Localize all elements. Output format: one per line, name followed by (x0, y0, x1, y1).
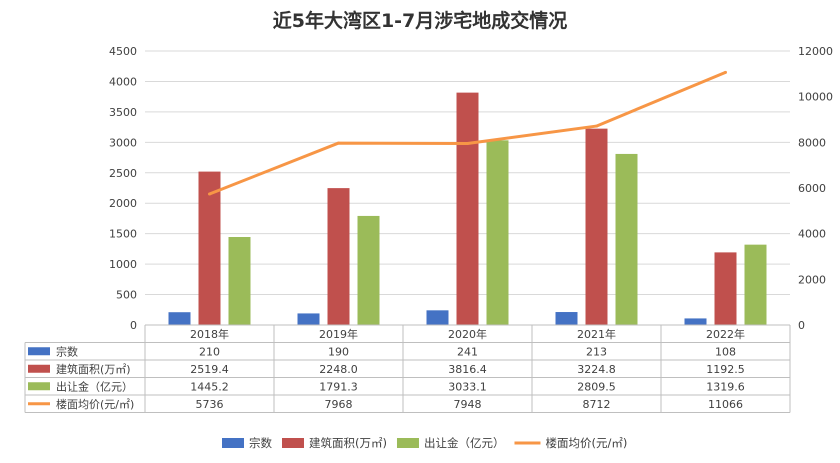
line-series (208, 70, 727, 196)
legend-swatch (282, 438, 304, 448)
axes: 0 500 1000 1500 2000 2500 3000 3500 4000 4500 0 200… (109, 45, 833, 332)
y-right-tick-label: 0 (798, 319, 805, 332)
table-legend-swatch (28, 347, 50, 356)
table-legend-swatch (28, 382, 50, 391)
legend-label: 楼面均价(元/㎡) (545, 436, 627, 450)
x-category-label: 2020年 (448, 327, 487, 341)
table-cell-value: 2519.4 (190, 363, 229, 376)
bar (555, 312, 578, 325)
y-left-tick-label: 4500 (109, 45, 137, 58)
x-category-label: 2022年 (706, 327, 745, 341)
x-category-label: 2021年 (577, 327, 616, 341)
legend-swatch (396, 438, 419, 448)
bar (585, 128, 608, 325)
bar (615, 153, 638, 325)
y-left-tick-label: 0 (130, 319, 137, 332)
table-cell-value: 7948 (454, 398, 482, 411)
y-left-tick-label: 4000 (109, 75, 137, 88)
table-cell-value: 7968 (325, 398, 353, 411)
table-cell-value: 108 (715, 345, 736, 358)
table-cell-value: 5736 (196, 398, 224, 411)
legend-label: 出让金（亿元） (424, 436, 505, 450)
table-row-label: 建筑面积(万㎡) (56, 362, 131, 376)
bar (426, 310, 449, 325)
table-cell-value: 3224.8 (577, 363, 616, 376)
bar (327, 188, 350, 325)
table-row-label: 楼面均价(元/㎡) (56, 397, 134, 411)
bar (456, 92, 479, 325)
table-cell-value: 8712 (583, 398, 611, 411)
bar (228, 237, 251, 325)
table-cell-value: 1791.3 (319, 380, 358, 393)
table-cell-value: 241 (457, 345, 478, 358)
y-left-tick-label: 3500 (109, 106, 137, 119)
table-cell-value: 1445.2 (190, 380, 229, 393)
bar (744, 244, 767, 325)
y-right-tick-label: 6000 (798, 182, 826, 195)
y-left-tick-label: 500 (116, 289, 137, 302)
bar (297, 313, 320, 325)
table-row-label: 宗数 (56, 344, 78, 358)
table-cell-value: 1192.5 (706, 363, 745, 376)
bar (684, 318, 707, 325)
table-cell-value: 3033.1 (448, 380, 487, 393)
y-left-tick-label: 1500 (109, 228, 137, 241)
y-left-tick-label: 2000 (109, 197, 137, 210)
y-right-tick-label: 2000 (798, 273, 826, 286)
x-category-label: 2018年 (190, 327, 229, 341)
y-right-tick-label: 8000 (798, 136, 826, 149)
table-cell-value: 210 (199, 345, 220, 358)
line-point (595, 124, 598, 128)
table-row-label: 出让金（亿元） (56, 379, 133, 393)
y-left-tick-label: 1000 (109, 258, 137, 271)
bar (357, 215, 380, 325)
table-cell-value: 11066 (708, 398, 743, 411)
y-left-tick-label: 2500 (109, 167, 137, 180)
table-legend-swatch (28, 364, 50, 373)
y-right-tick-label: 12000 (798, 45, 833, 58)
table-cell-value: 213 (586, 345, 607, 358)
line-point (208, 192, 211, 196)
chart-title: 近5年大湾区1-7月涉宅地成交情况 (273, 9, 568, 32)
legend-label: 宗数 (249, 436, 272, 450)
y-right-tick-label: 10000 (798, 91, 833, 104)
table-cell-value: 190 (328, 345, 349, 358)
bar (198, 171, 221, 325)
legend-label: 建筑面积(万㎡) (309, 436, 387, 450)
table-cell-value: 2248.0 (319, 363, 358, 376)
legend-swatch (222, 438, 244, 448)
bar (714, 252, 737, 325)
bar (168, 312, 191, 325)
line-point (466, 142, 469, 146)
table-cell-value: 3816.4 (448, 363, 487, 376)
line-point (724, 70, 727, 74)
y-left-tick-label: 3000 (109, 136, 137, 149)
x-category-label: 2019年 (319, 327, 358, 341)
table-cell-value: 1319.6 (706, 380, 745, 393)
bars (168, 92, 767, 325)
table-cell-value: 2809.5 (577, 380, 616, 393)
line-point (337, 141, 340, 145)
legend: 宗数 建筑面积(万㎡) 出让金（亿元） 楼面均价(元/㎡) (222, 436, 627, 450)
bar (486, 140, 509, 325)
y-right-tick-label: 4000 (798, 228, 826, 241)
